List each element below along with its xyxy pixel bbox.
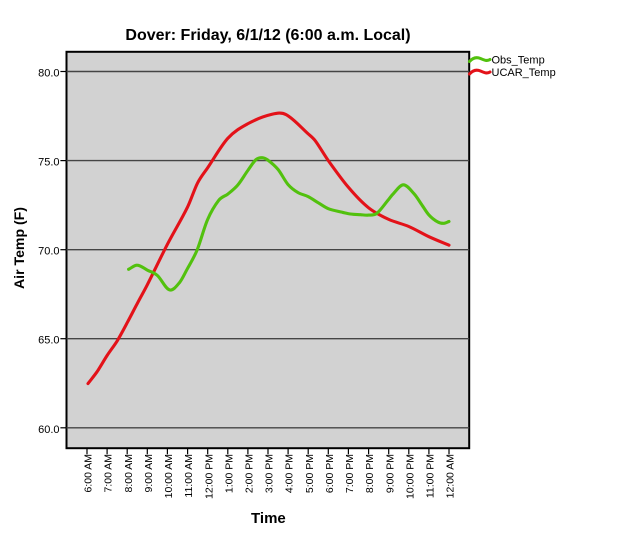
- svg-text:60.0: 60.0: [38, 424, 59, 436]
- svg-text:10:00 PM: 10:00 PM: [404, 454, 416, 499]
- svg-text:12:00 PM: 12:00 PM: [203, 454, 215, 499]
- svg-text:Time: Time: [251, 510, 286, 527]
- svg-text:7:00 PM: 7:00 PM: [344, 454, 356, 493]
- svg-text:9:00 AM: 9:00 AM: [143, 454, 155, 493]
- svg-text:Dover: Friday, 6/1/12 (6:00 a.: Dover: Friday, 6/1/12 (6:00 a.m. Local): [125, 27, 410, 44]
- svg-text:7:00 AM: 7:00 AM: [103, 454, 115, 493]
- svg-text:4:00 PM: 4:00 PM: [284, 454, 296, 493]
- svg-text:6:00 AM: 6:00 AM: [83, 454, 95, 493]
- svg-text:80.0: 80.0: [38, 68, 59, 80]
- svg-text:11:00 PM: 11:00 PM: [425, 454, 437, 498]
- svg-text:5:00 PM: 5:00 PM: [304, 454, 316, 493]
- svg-text:3:00 PM: 3:00 PM: [264, 454, 276, 493]
- svg-text:2:00 PM: 2:00 PM: [244, 454, 256, 493]
- svg-text:8:00 AM: 8:00 AM: [123, 454, 135, 493]
- svg-text:8:00 PM: 8:00 PM: [364, 454, 376, 493]
- svg-text:65.0: 65.0: [38, 335, 59, 347]
- svg-text:1:00 PM: 1:00 PM: [223, 454, 235, 493]
- svg-text:75.0: 75.0: [38, 157, 59, 169]
- svg-text:Obs_Temp: Obs_Temp: [492, 55, 545, 67]
- svg-text:Air Temp (F): Air Temp (F): [11, 207, 27, 289]
- svg-text:11:00 AM: 11:00 AM: [183, 454, 195, 498]
- svg-text:12:00 AM: 12:00 AM: [445, 454, 457, 498]
- svg-text:9:00 PM: 9:00 PM: [384, 454, 396, 493]
- svg-text:70.0: 70.0: [38, 246, 59, 258]
- svg-text:UCAR_Temp: UCAR_Temp: [492, 67, 556, 79]
- svg-text:10:00 AM: 10:00 AM: [163, 454, 175, 498]
- svg-text:6:00 PM: 6:00 PM: [324, 454, 336, 493]
